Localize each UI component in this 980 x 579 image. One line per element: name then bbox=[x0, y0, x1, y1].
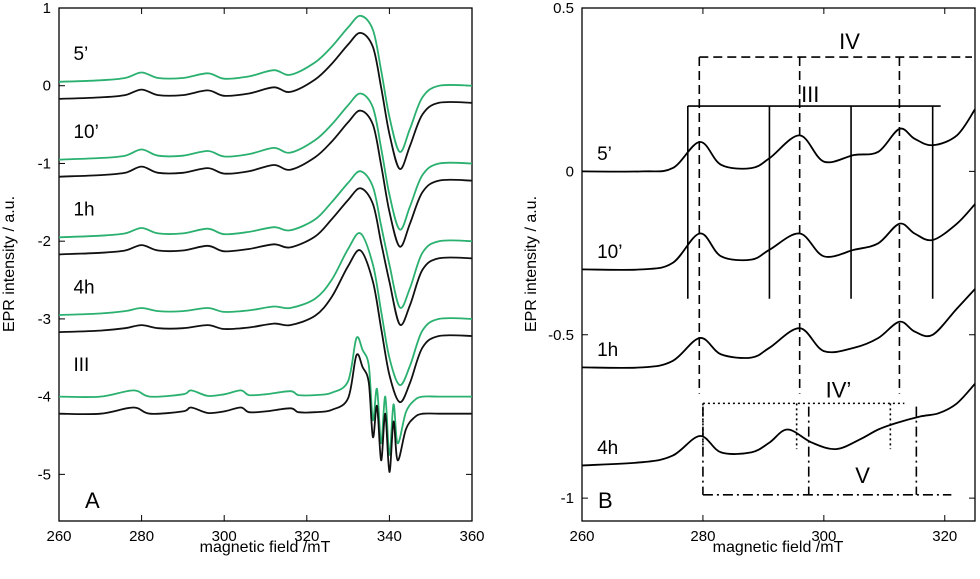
panel-a-sim-curve bbox=[58, 32, 473, 170]
panel-a-xtick-label: 340 bbox=[377, 528, 402, 545]
panel-a-exp-curve bbox=[58, 170, 473, 309]
panel-b-ytick-label: 0 bbox=[566, 163, 574, 180]
panel-b-ytick-label: -1 bbox=[561, 490, 574, 507]
panel-a-exp-curve bbox=[58, 92, 473, 231]
panel-a-sim-curve bbox=[58, 187, 473, 326]
panel-b: 260 280 300 320 0.5 0 -0.5 -1 IV III IV’ V 5’ 10’ 1h… bbox=[523, 0, 976, 556]
panel-b-ytick-label: -0.5 bbox=[548, 327, 574, 344]
panel-b-marker-label: IV’ bbox=[826, 377, 852, 402]
panel-b-curve bbox=[581, 288, 976, 369]
panel-b-xlabel: magnetic field /mT bbox=[713, 539, 844, 556]
panel-a-exp-curve bbox=[58, 232, 473, 386]
panel-b-marker-label: IV bbox=[839, 29, 860, 54]
panel-b-curve-label: 4h bbox=[597, 438, 618, 459]
panel-a-xtick-label: 360 bbox=[459, 528, 484, 545]
panel-b-xtick-label: 300 bbox=[811, 528, 836, 545]
panel-b-xtick-label: 260 bbox=[569, 528, 594, 545]
panel-a-ytick-label: -2 bbox=[38, 233, 51, 250]
panel-a-exp-curve bbox=[58, 14, 473, 153]
panel-b-marker-label: V bbox=[855, 463, 870, 488]
panel-a-ytick-label: 1 bbox=[43, 0, 51, 17]
panel-a-ticks: 260 280 300 320 340 360 1 0 -1 -2 -3 -4 -5 bbox=[38, 0, 485, 545]
panel-a-ytick-label: -4 bbox=[38, 389, 51, 406]
panel-b-marker-label: III bbox=[801, 82, 819, 107]
panel-b-markers: IV III IV’ V bbox=[687, 29, 972, 496]
panel-a-label: A bbox=[85, 488, 100, 513]
panel-b-curve-label: 10’ bbox=[597, 242, 622, 263]
panel-a-ytick-label: -3 bbox=[38, 311, 51, 328]
panel-b-xtick-label: 320 bbox=[932, 528, 957, 545]
panel-b-xtick-label: 280 bbox=[690, 528, 715, 545]
panel-a-xtick-label: 260 bbox=[46, 528, 71, 545]
panel-a-xtick-label: 280 bbox=[129, 528, 154, 545]
panel-a-ytick-label: -5 bbox=[38, 466, 51, 483]
panel-b-ylabel: EPR intensity / a.u. bbox=[523, 196, 540, 332]
panel-a-curves: 5’ 10’ 1h 4h III bbox=[58, 14, 473, 473]
panel-b-frame bbox=[581, 7, 976, 522]
panel-a-sim-curve bbox=[58, 109, 473, 248]
panel-a-sim-curve bbox=[58, 353, 472, 473]
panel-a-curve-label: 4h bbox=[73, 277, 94, 298]
panel-a-curve-label: 5’ bbox=[73, 44, 88, 65]
panel-a: 260 280 300 320 340 360 1 0 -1 -2 -3 -4 -5 5’ 10’ 1h 4h… bbox=[1, 0, 485, 556]
panel-b-ticks: 260 280 300 320 0.5 0 -0.5 -1 bbox=[548, 0, 975, 545]
panel-a-curve-label: III bbox=[73, 355, 89, 376]
panel-b-ytick-label: 0.5 bbox=[553, 0, 574, 17]
panel-a-exp-curve bbox=[58, 336, 473, 456]
panel-a-curve-label: 10’ bbox=[73, 122, 98, 143]
panel-b-curve-label: 1h bbox=[597, 340, 618, 361]
panel-b-curves: 5’ 10’ 1h 4h bbox=[581, 108, 976, 467]
panel-b-curve-label: 5’ bbox=[597, 144, 612, 165]
panel-a-ytick-label: -1 bbox=[38, 155, 51, 172]
panel-a-curve-label: 1h bbox=[73, 200, 94, 221]
panel-a-sim-curve bbox=[58, 249, 473, 404]
panel-a-xtick-label: 320 bbox=[294, 528, 319, 545]
panel-b-curve bbox=[581, 108, 976, 173]
panel-a-xlabel: magnetic field /mT bbox=[200, 539, 331, 556]
panel-a-ytick-label: 0 bbox=[43, 78, 51, 95]
panel-a-ylabel: EPR intensity / a.u. bbox=[1, 196, 18, 332]
panel-b-label: B bbox=[598, 488, 613, 513]
panel-b-curve bbox=[581, 383, 976, 467]
panel-a-xtick-label: 300 bbox=[212, 528, 237, 545]
panel-a-frame bbox=[58, 7, 473, 522]
panel-b-curve bbox=[581, 203, 976, 271]
